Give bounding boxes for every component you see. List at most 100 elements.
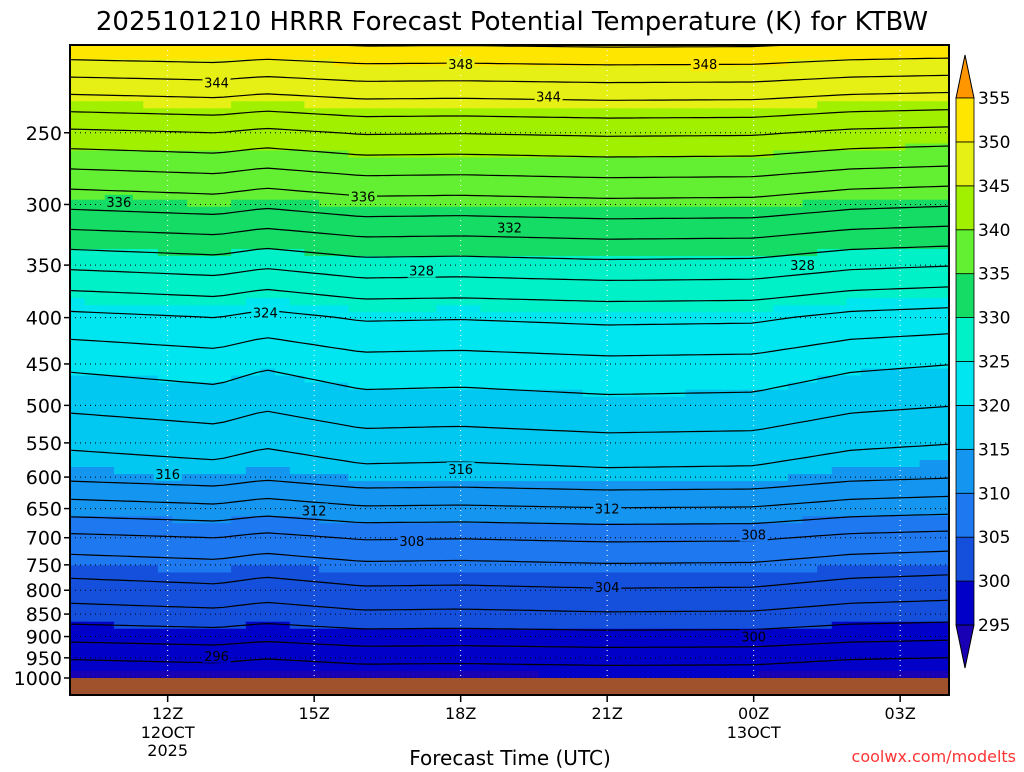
field-cell [392, 312, 408, 320]
field-cell [348, 80, 364, 88]
field-cell [84, 150, 100, 159]
field-cell [450, 396, 467, 405]
field-cell [538, 361, 555, 370]
field-cell [568, 101, 584, 109]
field-cell [231, 600, 247, 609]
field-cell [157, 396, 174, 405]
field-cell [612, 593, 628, 602]
field-cell [553, 178, 569, 187]
field-cell [787, 410, 804, 419]
field-cell [817, 445, 833, 454]
field-cell [714, 452, 730, 461]
field-cell [84, 227, 100, 236]
field-cell [172, 593, 188, 602]
field-cell [304, 586, 320, 595]
field-cell [348, 593, 364, 602]
field-cell [831, 481, 848, 489]
field-cell [875, 607, 891, 616]
field-cell [758, 361, 774, 370]
field-cell [187, 94, 203, 102]
field-cell [787, 192, 804, 201]
field-cell [392, 248, 408, 257]
field-cell [831, 431, 848, 440]
field-cell [128, 80, 144, 88]
field-cell [406, 213, 423, 222]
field-cell [480, 410, 496, 419]
field-cell [670, 509, 686, 517]
field-cell [582, 284, 598, 292]
field-cell [861, 108, 877, 116]
field-cell [245, 382, 262, 391]
field-cell [494, 396, 511, 405]
field-cell [99, 579, 115, 588]
field-cell [143, 87, 159, 95]
field-cell [201, 530, 218, 538]
field-cell [568, 220, 584, 229]
field-cell [392, 220, 408, 229]
field-cell [319, 157, 335, 166]
field-cell [172, 199, 188, 208]
field-cell [875, 284, 891, 292]
field-cell [919, 52, 935, 60]
field-cell [831, 115, 848, 123]
field-cell [128, 248, 144, 257]
field-cell [333, 417, 349, 426]
field-cell [714, 291, 730, 299]
field-cell [245, 199, 262, 208]
field-cell [802, 354, 818, 363]
field-cell [846, 375, 862, 384]
field-cell [831, 248, 848, 257]
field-cell [187, 150, 203, 159]
field-cell [304, 298, 320, 306]
field-cell [890, 171, 906, 180]
field-cell [743, 488, 760, 496]
field-cell [99, 234, 115, 243]
field-cell [890, 354, 906, 363]
field-cell [157, 607, 174, 616]
field-cell [802, 227, 818, 236]
field-cell [758, 87, 774, 95]
field-cell [436, 220, 452, 229]
field-cell [612, 319, 628, 327]
chart-title: 2025101210 HRRR Forecast Potential Tempe… [96, 7, 928, 37]
field-cell [905, 495, 921, 503]
field-cell [113, 80, 130, 88]
field-cell [157, 122, 174, 130]
field-cell [919, 509, 935, 517]
field-cell [494, 375, 511, 384]
field-cell [656, 143, 672, 152]
field-cell [656, 431, 672, 440]
field-cell [157, 459, 174, 468]
field-cell [612, 87, 628, 95]
field-cell [509, 347, 525, 356]
field-cell [70, 234, 86, 243]
field-cell [553, 199, 569, 208]
field-cell [172, 94, 188, 102]
field-cell [201, 481, 218, 489]
field-cell [260, 551, 276, 560]
field-cell [289, 164, 305, 173]
field-cell [685, 270, 701, 278]
field-cell [846, 607, 862, 616]
field-cell [509, 396, 525, 405]
field-cell [685, 459, 701, 468]
field-cell [817, 143, 833, 152]
field-cell [670, 277, 686, 285]
field-cell [905, 396, 921, 405]
field-cell [524, 45, 540, 53]
field-cell [685, 199, 701, 208]
field-cell [216, 178, 232, 187]
field-cell [172, 403, 188, 412]
field-cell [846, 354, 862, 363]
field-cell [714, 220, 730, 229]
field-cell [187, 319, 203, 327]
field-cell [260, 459, 276, 468]
field-cell [289, 59, 305, 67]
field-cell [626, 94, 642, 102]
field-cell [758, 94, 774, 102]
field-cell [260, 530, 276, 538]
field-cell [436, 565, 452, 574]
field-cell [846, 516, 862, 524]
field-cell [597, 558, 613, 567]
